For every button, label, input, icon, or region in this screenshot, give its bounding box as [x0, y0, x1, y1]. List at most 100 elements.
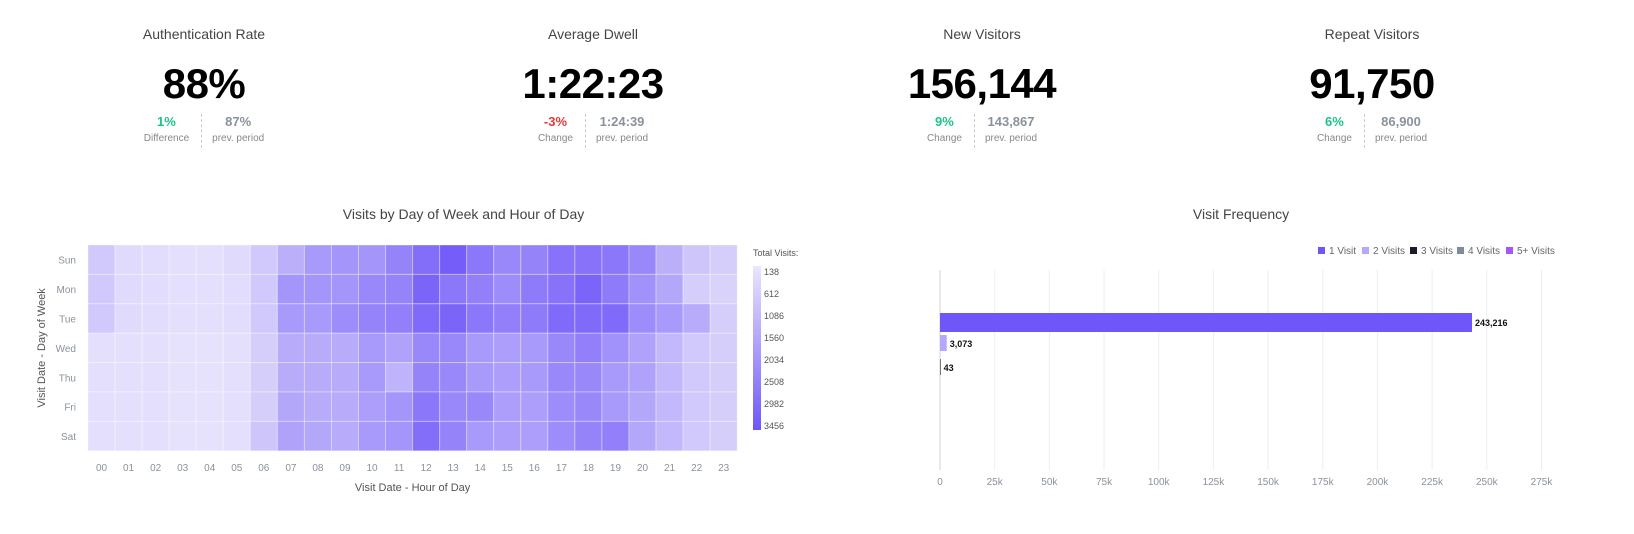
heatmap-cell[interactable] [358, 303, 387, 334]
heatmap-cell[interactable] [195, 332, 224, 364]
heatmap-cell[interactable] [709, 244, 738, 275]
heatmap-cell[interactable] [141, 303, 170, 334]
heatmap-cell[interactable] [222, 244, 251, 275]
heatmap-cell[interactable] [276, 420, 305, 452]
heatmap-cell[interactable] [655, 391, 684, 422]
heatmap-cell[interactable] [574, 244, 603, 275]
heatmap-cell[interactable] [330, 420, 360, 452]
heatmap-cell[interactable] [358, 391, 387, 422]
heatmap-cell[interactable] [628, 391, 657, 422]
heatmap-cell[interactable] [655, 244, 684, 275]
heatmap-cell[interactable] [466, 391, 495, 422]
heatmap-cell[interactable] [709, 391, 738, 422]
heatmap-cell[interactable] [466, 362, 495, 393]
heatmap-cell[interactable] [493, 273, 522, 305]
frequency-legend-label[interactable]: 1 Visit [1329, 246, 1356, 257]
heatmap-cell[interactable] [330, 332, 360, 364]
heatmap-cell[interactable] [520, 332, 549, 364]
heatmap-cell[interactable] [168, 273, 197, 305]
heatmap-cell[interactable] [412, 420, 441, 452]
heatmap-cell[interactable] [168, 303, 197, 334]
heatmap-cell[interactable] [628, 273, 657, 305]
frequency-legend-label[interactable]: 4 Visits [1468, 246, 1500, 257]
heatmap-cell[interactable] [114, 244, 143, 275]
heatmap-cell[interactable] [195, 420, 224, 452]
heatmap-cell[interactable] [520, 303, 549, 334]
heatmap-cell[interactable] [141, 332, 170, 364]
heatmap-cell[interactable] [385, 362, 414, 393]
heatmap-cell[interactable] [493, 244, 522, 275]
heatmap-cell[interactable] [87, 244, 116, 275]
heatmap-cell[interactable] [195, 362, 224, 393]
heatmap-cell[interactable] [141, 273, 170, 305]
heatmap-cell[interactable] [439, 332, 468, 364]
heatmap-cell[interactable] [385, 332, 414, 364]
heatmap-cell[interactable] [682, 420, 711, 452]
heatmap-cell[interactable] [628, 362, 657, 393]
heatmap-cell[interactable] [682, 303, 711, 334]
heatmap-cell[interactable] [574, 303, 603, 334]
heatmap-cell[interactable] [385, 244, 414, 275]
heatmap-cell[interactable] [141, 362, 170, 393]
heatmap-cell[interactable] [385, 391, 414, 422]
heatmap-cell[interactable] [439, 420, 468, 452]
heatmap-cell[interactable] [466, 303, 495, 334]
heatmap-cell[interactable] [520, 420, 549, 452]
heatmap-cell[interactable] [249, 273, 278, 305]
heatmap-cell[interactable] [141, 391, 170, 422]
heatmap-cell[interactable] [87, 303, 116, 334]
heatmap-cell[interactable] [168, 391, 197, 422]
heatmap-cell[interactable] [249, 362, 278, 393]
heatmap-cell[interactable] [330, 303, 360, 334]
heatmap-cell[interactable] [412, 332, 441, 364]
heatmap-cell[interactable] [114, 420, 143, 452]
heatmap-cell[interactable] [601, 273, 630, 305]
heatmap-cell[interactable] [303, 244, 332, 275]
heatmap-cell[interactable] [493, 391, 522, 422]
heatmap-cell[interactable] [574, 391, 603, 422]
heatmap-cell[interactable] [601, 303, 630, 334]
heatmap-cell[interactable] [682, 273, 711, 305]
heatmap-cell[interactable] [330, 273, 360, 305]
heatmap-cell[interactable] [276, 244, 305, 275]
heatmap-cell[interactable] [114, 332, 143, 364]
heatmap-cell[interactable] [385, 420, 414, 452]
heatmap-cell[interactable] [547, 420, 576, 452]
frequency-bar[interactable] [940, 335, 947, 351]
heatmap-cell[interactable] [601, 420, 630, 452]
heatmap-cell[interactable] [276, 273, 305, 305]
heatmap-cell[interactable] [439, 391, 468, 422]
heatmap-cell[interactable] [222, 362, 251, 393]
heatmap-cell[interactable] [493, 332, 522, 364]
heatmap-cell[interactable] [439, 362, 468, 393]
heatmap-cell[interactable] [493, 362, 522, 393]
heatmap-cell[interactable] [358, 420, 387, 452]
heatmap-cell[interactable] [709, 362, 738, 393]
heatmap-cell[interactable] [276, 391, 305, 422]
heatmap-cell[interactable] [439, 244, 468, 275]
heatmap-cell[interactable] [412, 244, 441, 275]
heatmap-cell[interactable] [655, 303, 684, 334]
heatmap-cell[interactable] [114, 273, 143, 305]
frequency-bar[interactable] [940, 313, 1472, 332]
heatmap-cell[interactable] [249, 244, 278, 275]
heatmap-cell[interactable] [574, 362, 603, 393]
heatmap-cell[interactable] [709, 332, 738, 364]
heatmap-cell[interactable] [520, 244, 549, 275]
heatmap-cell[interactable] [249, 391, 278, 422]
heatmap-cell[interactable] [87, 420, 116, 452]
heatmap-cell[interactable] [330, 362, 360, 393]
heatmap-cell[interactable] [168, 362, 197, 393]
heatmap-cell[interactable] [249, 420, 278, 452]
heatmap-cell[interactable] [87, 391, 116, 422]
heatmap-cell[interactable] [222, 303, 251, 334]
frequency-legend-label[interactable]: 2 Visits [1373, 246, 1405, 257]
heatmap-cell[interactable] [520, 273, 549, 305]
heatmap-cell[interactable] [330, 244, 360, 275]
heatmap-cell[interactable] [574, 273, 603, 305]
heatmap-cell[interactable] [303, 391, 332, 422]
heatmap-cell[interactable] [466, 420, 495, 452]
heatmap-cell[interactable] [709, 420, 738, 452]
heatmap-cell[interactable] [87, 362, 116, 393]
heatmap-cell[interactable] [709, 303, 738, 334]
